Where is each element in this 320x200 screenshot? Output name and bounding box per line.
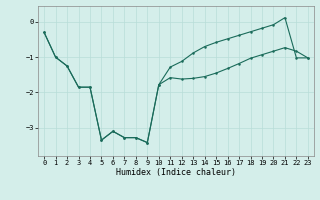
X-axis label: Humidex (Indice chaleur): Humidex (Indice chaleur)	[116, 168, 236, 177]
